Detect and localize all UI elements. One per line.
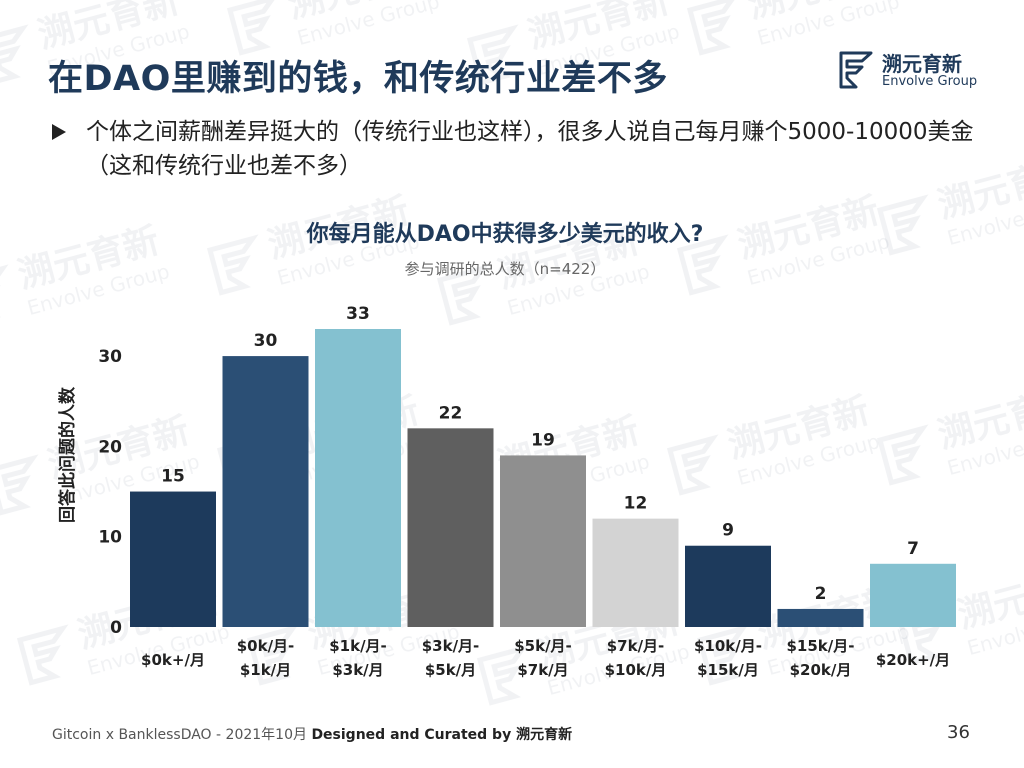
bar-value-label: 15 xyxy=(161,467,185,487)
logo-name-en: Envolve Group xyxy=(882,74,978,89)
x-category-label: $15k/月 xyxy=(697,661,759,679)
bar xyxy=(685,545,771,627)
footer-credit: Designed and Curated by 溯元育新 xyxy=(311,727,573,743)
bullet-text: 个体之间薪酬差异挺大的（传统行业也这样），很多人说自己每月赚个5000-1000… xyxy=(86,119,974,179)
chart-subtitle: 参与调研的总人数（n=422） xyxy=(405,260,606,278)
y-tick-label: 10 xyxy=(98,528,122,548)
x-category-label: $1k/月- xyxy=(329,637,387,655)
bar-value-label: 33 xyxy=(346,304,370,324)
bar-value-label: 19 xyxy=(531,430,555,450)
page-number: 36 xyxy=(947,722,970,743)
income-bar-chart: 你每月能从DAO中获得多少美元的收入? 参与调研的总人数（n=422） 回答此问… xyxy=(57,221,956,679)
x-category-label: $7k/月- xyxy=(607,637,665,655)
x-category-label: $10k/月- xyxy=(694,637,762,655)
x-category-label: $0k+/月 xyxy=(141,651,205,669)
bar-value-label: 22 xyxy=(439,403,463,423)
x-category-label: $5k/月 xyxy=(425,661,476,679)
bar-value-label: 30 xyxy=(254,331,278,351)
x-category-label: $10k/月 xyxy=(605,661,667,679)
bar-value-label: 2 xyxy=(815,584,827,604)
x-category-label: $0k/月- xyxy=(237,637,295,655)
bar xyxy=(130,491,216,627)
envolve-logo-icon xyxy=(839,51,873,89)
y-tick-label: 20 xyxy=(98,437,122,457)
bar xyxy=(870,563,956,627)
x-category-label: $1k/月 xyxy=(240,661,291,679)
x-category-label: $3k/月- xyxy=(422,637,480,655)
chart-title: 你每月能从DAO中获得多少美元的收入? xyxy=(306,221,704,247)
x-category-label: $15k/月- xyxy=(787,637,855,655)
y-axis-label: 回答此问题的人数 xyxy=(57,386,78,523)
bar xyxy=(500,455,586,627)
x-category-label: $5k/月- xyxy=(514,637,572,655)
x-category-label: $7k/月 xyxy=(517,661,568,679)
y-tick-label: 30 xyxy=(98,347,122,367)
bullet-arrow-icon xyxy=(52,124,66,140)
bar-value-label: 12 xyxy=(624,494,648,514)
bars-layer: 0 10 20 30 15 $0k+/月 30 $0k/月- $1k/月 33 $1k/月- $3k/… xyxy=(98,304,956,679)
bar xyxy=(592,518,679,627)
bar-value-label: 9 xyxy=(722,521,734,541)
x-category-label: $20k/月 xyxy=(790,661,852,679)
footer-source: Gitcoin x BanklessDAO - 2021年10月 xyxy=(52,727,312,743)
x-category-label: $3k/月 xyxy=(332,661,383,679)
envolve-logo: 溯元育新 Envolve Group xyxy=(838,48,978,98)
bar xyxy=(315,329,401,627)
y-tick-label: 0 xyxy=(110,618,122,638)
logo-name-cn: 溯元育新 xyxy=(882,52,962,76)
bar xyxy=(777,608,864,627)
footer: Gitcoin x BanklessDAO - 2021年10月 Designe… xyxy=(52,724,572,744)
bar xyxy=(222,356,309,627)
bar-value-label: 7 xyxy=(907,539,919,559)
slide-title: 在DAO里赚到的钱，和传统行业差不多 xyxy=(48,59,668,99)
x-category-label: $20k+/月 xyxy=(876,651,950,669)
bar xyxy=(407,428,494,627)
